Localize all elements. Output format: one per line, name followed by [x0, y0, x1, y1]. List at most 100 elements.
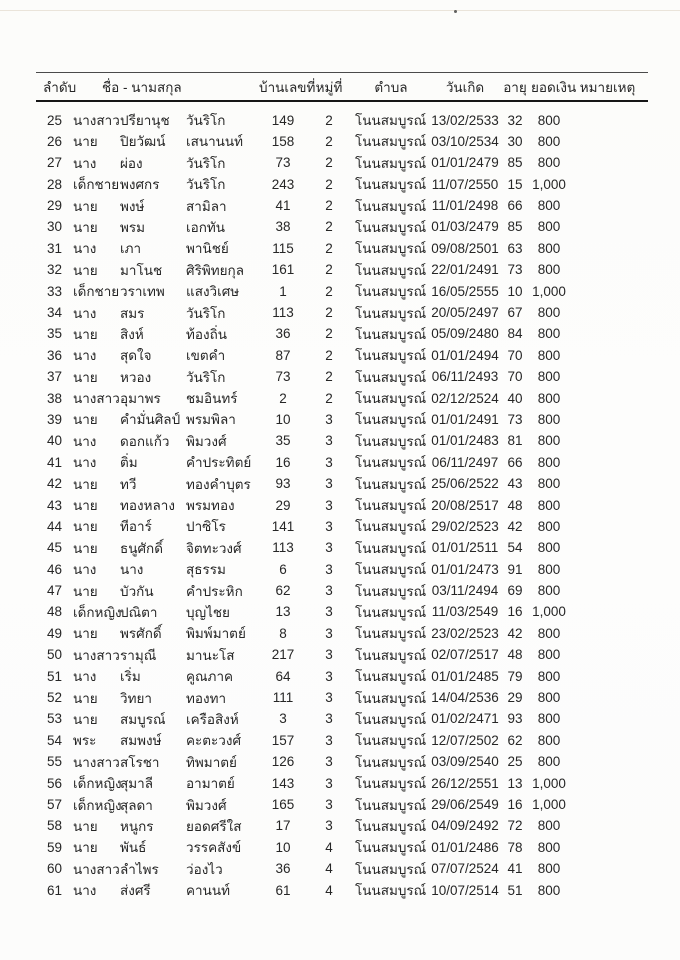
cell-birthdate: 01/01/2511	[431, 540, 499, 556]
cell-subdistrict: โนนสมบูรณ์	[355, 583, 427, 599]
cell-subdistrict: โนนสมบูรณ์	[355, 177, 427, 193]
cell-first-name: อุมาพร	[120, 391, 161, 407]
cell-sequence: 48	[46, 604, 63, 620]
cell-house-number: 36	[275, 861, 291, 877]
cell-house-number: 10	[275, 839, 291, 855]
cell-village-number: 3	[325, 711, 333, 727]
cell-village-number: 2	[325, 369, 333, 385]
cell-amount: 800	[537, 112, 561, 128]
cell-sequence: 54	[46, 732, 63, 748]
cell-age: 10	[507, 283, 523, 299]
cell-age: 62	[507, 732, 523, 748]
cell-subdistrict: โนนสมบูรณ์	[355, 369, 427, 385]
cell-amount: 800	[537, 861, 561, 877]
cell-subdistrict: โนนสมบูรณ์	[355, 412, 427, 428]
cell-house-number: 10	[275, 411, 291, 427]
table-row: 37 นาย หวอง วันริโก 73 2 โนนสมบูรณ์ 06/11/2493 7…	[36, 366, 648, 387]
cell-first-name: พงศกร	[120, 177, 160, 193]
cell-birthdate: 09/08/2501	[431, 240, 499, 256]
cell-subdistrict: โนนสมบูรณ์	[355, 818, 427, 834]
cell-first-name: พรม	[120, 219, 146, 235]
cell-birthdate: 04/09/2492	[431, 818, 499, 834]
cell-title: นาย	[73, 519, 98, 535]
cell-surname: คำประหิก	[186, 583, 243, 599]
cell-house-number: 113	[272, 540, 294, 556]
cell-age: 15	[507, 176, 523, 192]
cell-house-number: 143	[271, 775, 295, 791]
cell-sequence: 38	[46, 390, 63, 406]
cell-birthdate: 06/11/2493	[431, 369, 499, 385]
cell-sequence: 36	[46, 347, 63, 363]
cell-surname: จิตทะวงศ์	[186, 540, 242, 556]
cell-first-name: สิงห์	[120, 326, 144, 342]
cell-first-name: พรศักดิ์	[120, 626, 162, 642]
cell-sequence: 59	[46, 839, 63, 855]
cell-birthdate: 05/09/2480	[431, 326, 499, 342]
cell-title: นาง	[73, 241, 97, 257]
cell-subdistrict: โนนสมบูรณ์	[355, 669, 427, 685]
cell-birthdate: 20/08/2517	[431, 497, 499, 513]
cell-sequence: 47	[46, 583, 63, 599]
cell-age: 63	[507, 240, 523, 256]
table-row: 44 นาย ทีอาร์ ปาซิโร 141 3 โนนสมบูรณ์ 29/02/252…	[36, 515, 648, 536]
cell-title: นาย	[73, 818, 98, 834]
cell-birthdate: 02/07/2517	[431, 647, 499, 663]
cell-title: เด็กหญิง	[73, 776, 122, 792]
cell-age: 29	[507, 690, 523, 706]
cell-sequence: 55	[46, 754, 63, 770]
table-row: 43 นาย ทองหลาง พรมทอง 29 3 โนนสมบูรณ์ 20/08/251…	[36, 494, 648, 515]
cell-amount: 800	[537, 561, 561, 577]
cell-house-number: 157	[271, 732, 295, 748]
cell-sequence: 31	[46, 240, 63, 256]
header-village-number: หมู่ที่	[315, 79, 343, 95]
cell-village-number: 3	[325, 497, 333, 513]
cell-age: 30	[507, 133, 523, 149]
cell-village-number: 3	[325, 604, 333, 620]
cell-village-number: 2	[325, 283, 333, 299]
beneficiary-table: ลำดับ ชื่อ - นามสกุล บ้านเลขที่ หมู่ที่ …	[36, 72, 648, 900]
cell-surname: พิมพ์มาตย์	[186, 626, 246, 642]
cell-village-number: 2	[325, 176, 333, 192]
cell-surname: คะตะวงศ์	[186, 733, 242, 749]
cell-birthdate: 01/01/2479	[431, 155, 499, 171]
cell-title: นาย	[73, 711, 98, 727]
cell-amount: 800	[537, 497, 561, 513]
cell-house-number: 62	[275, 583, 291, 599]
cell-surname: ว่องไว	[186, 861, 223, 877]
cell-house-number: 158	[271, 133, 295, 149]
table-row: 36 นาง สุดใจ เขตคำ 87 2 โนนสมบูรณ์ 01/01/2494 70…	[36, 344, 648, 365]
cell-age: 84	[507, 326, 523, 342]
cell-age: 25	[507, 754, 523, 770]
cell-house-number: 73	[275, 369, 291, 385]
cell-amount: 800	[537, 262, 561, 278]
cell-sequence: 35	[46, 326, 63, 342]
cell-first-name: พันธ์	[120, 840, 147, 856]
cell-birthdate: 01/01/2494	[431, 347, 499, 363]
cell-first-name: บัวกัน	[120, 583, 154, 599]
cell-village-number: 2	[325, 390, 333, 406]
cell-sequence: 37	[46, 369, 63, 385]
cell-amount: 1,000	[532, 176, 566, 192]
table-row: 38 นางสาว อุมาพร ชมอินทร์ 2 2 โนนสมบูรณ์ 02/12/…	[36, 387, 648, 408]
cell-birthdate: 01/01/2491	[431, 411, 499, 427]
cell-subdistrict: โนนสมบูรณ์	[355, 198, 427, 214]
cell-village-number: 3	[325, 647, 333, 663]
cell-sequence: 57	[46, 797, 63, 812]
cell-amount: 800	[537, 305, 561, 321]
cell-birthdate: 01/01/2483	[431, 433, 499, 449]
cell-birthdate: 02/12/2524	[431, 390, 499, 406]
cell-first-name: ทีอาร์	[120, 519, 152, 535]
cell-surname: เสนานนท์	[186, 134, 244, 150]
cell-amount: 800	[537, 133, 561, 149]
cell-surname: เขตคำ	[186, 348, 226, 364]
cell-title: นาง	[73, 455, 97, 471]
table-row: 41 นาง ติ่ม คำประทิตย์ 16 3 โนนสมบูรณ์ 06/11/24…	[36, 451, 648, 472]
cell-subdistrict: โนนสมบูรณ์	[355, 754, 427, 770]
cell-subdistrict: โนนสมบูรณ์	[355, 562, 427, 578]
cell-amount: 800	[537, 155, 561, 171]
header-age: อายุ	[503, 79, 527, 95]
cell-village-number: 2	[325, 219, 333, 235]
cell-subdistrict: โนนสมบูรณ์	[355, 861, 427, 877]
cell-first-name: ปรียานุช	[120, 113, 170, 128]
